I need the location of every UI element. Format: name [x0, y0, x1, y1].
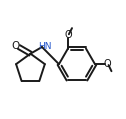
Text: HN: HN: [38, 42, 52, 51]
Text: O: O: [64, 30, 72, 40]
Text: O: O: [11, 41, 20, 51]
Text: O: O: [104, 59, 111, 69]
